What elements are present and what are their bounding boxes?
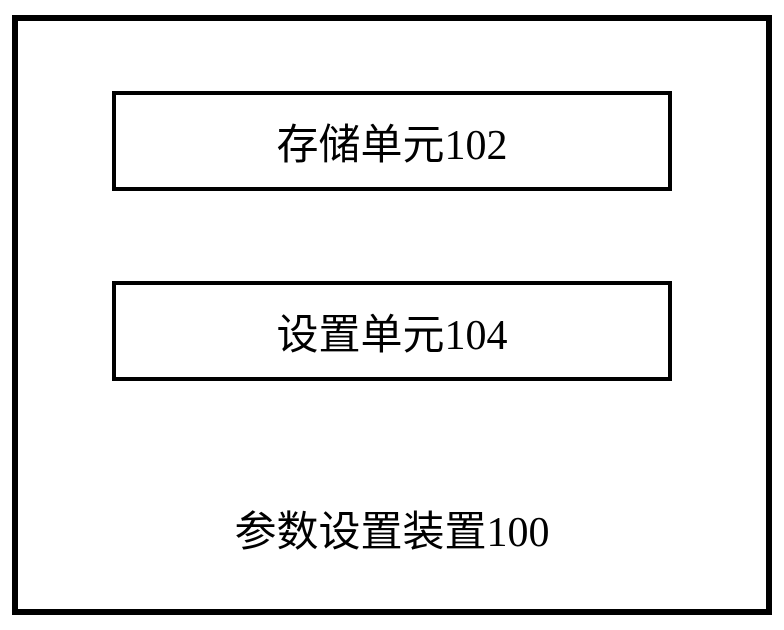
setting-unit-box: 设置单元104 (112, 281, 672, 381)
parameter-setting-device-label: 参数设置装置100 (234, 498, 549, 559)
parameter-setting-device-container: 存储单元102 设置单元104 参数设置装置100 (12, 15, 772, 615)
storage-unit-box: 存储单元102 (112, 91, 672, 191)
setting-unit-label: 设置单元104 (276, 301, 507, 362)
storage-unit-label: 存储单元102 (276, 111, 507, 172)
